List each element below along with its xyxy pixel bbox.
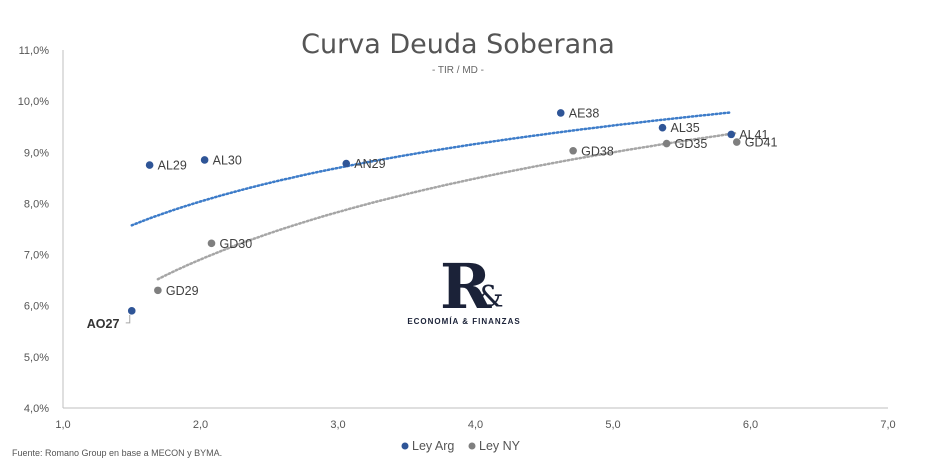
y-tick-label: 10,0% — [18, 96, 49, 108]
point-label-gd30: GD30 — [220, 237, 253, 251]
point-ao27 — [127, 307, 136, 315]
data-points — [127, 109, 741, 315]
y-tick-label: 9,0% — [24, 147, 49, 159]
x-tick-label: 1,0 — [55, 419, 70, 431]
legend-marker-ley-arg — [401, 442, 409, 450]
logo: R & ECONOMÍA & FINANZAS — [407, 250, 520, 326]
point-label-gd41: GD41 — [745, 136, 778, 150]
point-al30 — [200, 156, 209, 164]
point-label-ao27: AO27 — [87, 317, 120, 331]
point-an29 — [342, 159, 351, 168]
x-tick-label: 7,0 — [880, 419, 895, 431]
y-tick-label: 6,0% — [24, 301, 49, 313]
point-al41 — [727, 130, 736, 139]
y-tick-label: 11,0% — [19, 45, 50, 57]
point-ae38 — [556, 109, 565, 117]
y-tick-label: 4,0% — [24, 403, 49, 415]
y-tick-label: 7,0% — [24, 250, 49, 262]
chart-title: Curva Deuda Soberana — [301, 29, 615, 60]
legend-label-ley-arg: Ley Arg — [412, 439, 454, 453]
x-tick-label: 3,0 — [330, 419, 345, 431]
x-tick-label: 2,0 — [193, 419, 208, 431]
data-labels: AO27 AL29 AL30 AN29 AE38 AL35 AL41 GD29 GD30 GD38… — [87, 106, 778, 330]
point-label-al41: AL41 — [739, 128, 768, 142]
legend-label-ley-ny: Ley NY — [479, 439, 521, 453]
point-gd30 — [207, 239, 216, 248]
legend-marker-ley-ny — [468, 442, 476, 450]
point-label-an29: AN29 — [354, 157, 385, 171]
y-tick-label: 8,0% — [24, 198, 49, 210]
point-label-gd35: GD35 — [675, 137, 708, 151]
point-gd35 — [662, 139, 671, 148]
point-gd29 — [154, 286, 162, 295]
y-tick-label: 5,0% — [24, 352, 49, 364]
source-note: Fuente: Romano Group en base a MECON y B… — [12, 448, 222, 458]
axes: 4,0% 5,0% 6,0% 7,0% 8,0% 9,0% 10,0% 11,0% 1,0 2,0… — [18, 45, 896, 431]
chart-subtitle: - TIR / MD - — [432, 65, 484, 76]
point-label-al30: AL30 — [213, 153, 242, 167]
logo-text: ECONOMÍA & FINANZAS — [407, 317, 520, 326]
x-tick-label: 6,0 — [743, 419, 758, 431]
trendlines — [130, 111, 739, 281]
point-label-ae38: AE38 — [569, 106, 600, 120]
x-tick-label: 5,0 — [605, 419, 620, 431]
point-label-gd29: GD29 — [166, 284, 199, 298]
point-label-al35: AL35 — [671, 121, 700, 135]
point-al35 — [658, 123, 667, 132]
legend: Ley Arg Ley NY — [401, 439, 521, 453]
point-gd41 — [732, 138, 741, 146]
logo-amp: & — [477, 280, 504, 315]
logo-mark: R — [440, 250, 492, 323]
point-gd38 — [569, 146, 577, 155]
trendline-ley-ny — [156, 131, 739, 281]
point-al29 — [145, 161, 154, 169]
x-tick-label: 4,0 — [468, 419, 483, 431]
ao27-leader-line — [125, 314, 131, 324]
point-label-gd38: GD38 — [581, 144, 614, 158]
point-label-al29: AL29 — [158, 159, 187, 173]
trendline-ley-arg — [130, 111, 733, 227]
